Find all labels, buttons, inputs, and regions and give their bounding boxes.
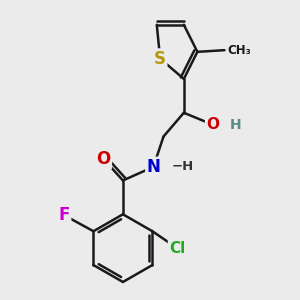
Text: Cl: Cl (169, 241, 185, 256)
Text: F: F (59, 206, 70, 224)
Text: O: O (206, 117, 219, 132)
Text: −H: −H (171, 160, 194, 173)
Text: H: H (230, 118, 242, 132)
Text: O: O (97, 150, 111, 168)
Text: S: S (154, 50, 166, 68)
Text: CH₃: CH₃ (227, 44, 251, 57)
Text: N: N (146, 158, 160, 176)
